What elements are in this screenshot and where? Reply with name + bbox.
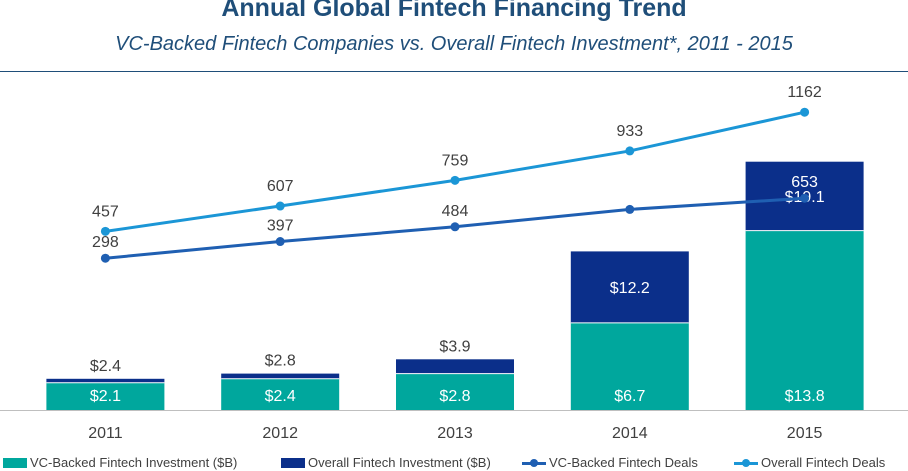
chart: $2.1$2.4$2.4$2.8$2.8$3.9$6.7$12.2$13.8$1… — [0, 84, 908, 442]
x-tick-label: 2011 — [88, 425, 123, 442]
data-label-vc-deals: 587 — [616, 185, 643, 202]
bar-overall-investment — [46, 378, 165, 383]
point-vc-deals — [100, 253, 110, 263]
legend-label: Overall Fintech Deals — [761, 455, 886, 470]
x-tick-label: 2012 — [262, 425, 298, 442]
data-label-overall-deals: 457 — [92, 203, 119, 220]
x-tick-label: 2015 — [787, 425, 823, 442]
chart-subtitle: VC-Backed Fintech Companies vs. Overall … — [115, 33, 793, 55]
point-vc-deals — [450, 222, 460, 232]
title-divider — [0, 71, 908, 72]
data-label-vc-investment: $2.4 — [265, 388, 296, 405]
point-overall-deals — [100, 226, 110, 236]
bar-vc-investment — [396, 373, 514, 410]
data-label-overall-investment: $3.9 — [439, 338, 470, 355]
data-label-vc-investment: $6.7 — [614, 388, 645, 405]
legend-swatch-vc-investment — [3, 458, 27, 468]
legend-swatch-overall-investment — [281, 458, 305, 468]
chart-title: Annual Global Fintech Financing Trend — [221, 0, 687, 22]
point-overall-deals — [625, 146, 635, 156]
data-label-vc-investment: $2.1 — [90, 388, 121, 405]
data-label-vc-deals: 298 — [92, 234, 119, 251]
data-label-overall-investment: $2.8 — [265, 353, 296, 370]
data-label-overall-deals: 1162 — [787, 84, 822, 101]
legend-dot-overall-deals — [742, 459, 750, 467]
legend: VC-Backed Fintech Investment ($B) Overal… — [0, 454, 908, 471]
point-vc-deals — [800, 193, 810, 203]
data-label-overall-investment: $2.4 — [90, 358, 121, 375]
data-label-overall-investment: $12.2 — [610, 280, 650, 297]
point-vc-deals — [275, 237, 285, 247]
data-label-overall-deals: 759 — [442, 152, 469, 169]
bar-vc-investment — [221, 378, 340, 410]
data-label-vc-deals: 484 — [442, 203, 469, 220]
bar-overall-investment — [570, 251, 689, 323]
legend-label: VC-Backed Fintech Investment ($B) — [30, 455, 238, 470]
bar-overall-investment — [221, 373, 340, 379]
x-tick-label: 2013 — [437, 425, 473, 442]
bar-overall-investment — [396, 359, 514, 374]
point-overall-deals — [800, 107, 810, 117]
data-label-overall-deals: 607 — [267, 178, 294, 195]
legend-label: VC-Backed Fintech Deals — [549, 455, 698, 470]
bar-vc-investment — [570, 322, 689, 410]
point-vc-deals — [625, 204, 635, 214]
legend-label: Overall Fintech Investment ($B) — [308, 455, 491, 470]
data-label-vc-investment: $13.8 — [785, 388, 825, 405]
legend-dot-vc-deals — [530, 459, 538, 467]
point-overall-deals — [275, 201, 285, 211]
data-label-vc-deals: 397 — [267, 218, 294, 235]
data-label-vc-deals: 653 — [791, 174, 818, 191]
x-tick-label: 2014 — [612, 425, 648, 442]
bar-vc-investment — [46, 382, 165, 410]
bar-vc-investment — [745, 230, 864, 410]
data-label-overall-deals: 933 — [616, 123, 643, 140]
data-label-vc-investment: $2.8 — [439, 388, 470, 405]
point-overall-deals — [450, 175, 460, 185]
